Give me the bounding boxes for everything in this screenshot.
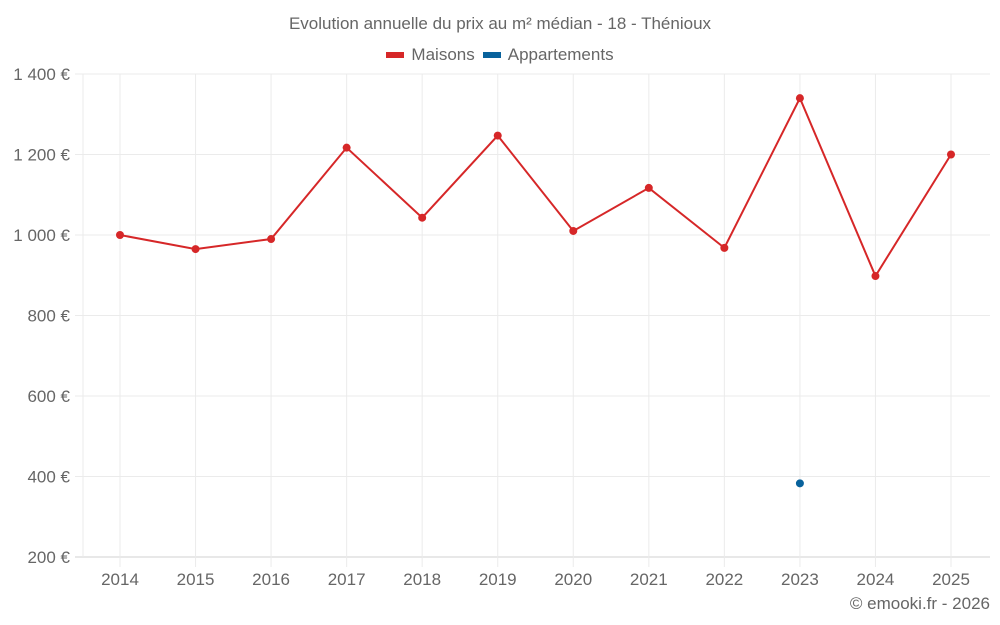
y-tick-label: 800 € <box>27 307 70 326</box>
x-tick-label: 2025 <box>932 570 970 589</box>
legend-swatch-appartements <box>482 52 501 58</box>
y-tick-label: 1 200 € <box>13 146 70 165</box>
y-tick-label: 200 € <box>27 548 70 567</box>
legend: Maisons Appartements <box>0 45 1000 65</box>
copyright: © emooki.fr - 2026 <box>849 594 990 613</box>
data-point-maisons[interactable] <box>267 235 276 244</box>
data-point-maisons[interactable] <box>493 131 502 140</box>
x-tick-label: 2016 <box>252 570 290 589</box>
legend-item-appartements[interactable]: Appartements <box>482 45 614 65</box>
x-tick-label: 2017 <box>328 570 366 589</box>
legend-label-maisons: Maisons <box>411 45 475 64</box>
data-point-maisons[interactable] <box>569 226 578 235</box>
data-point-maisons[interactable] <box>947 150 955 159</box>
data-point-maisons[interactable] <box>342 143 351 152</box>
x-tick-label: 2020 <box>554 570 592 589</box>
x-tick-label: 2015 <box>177 570 215 589</box>
x-tick-label: 2023 <box>781 570 819 589</box>
x-tick-label: 2022 <box>705 570 743 589</box>
legend-label-appartements: Appartements <box>507 45 614 64</box>
data-point-maisons[interactable] <box>720 243 729 252</box>
y-tick-label: 600 € <box>27 387 70 406</box>
data-point-maisons[interactable] <box>116 231 124 239</box>
y-tick-label: 400 € <box>27 468 70 487</box>
chart-title: Evolution annuelle du prix au m² médian … <box>288 14 712 33</box>
x-tick-label: 2024 <box>857 570 895 589</box>
x-tick-label: 2019 <box>479 570 517 589</box>
series-line-maisons <box>119 95 952 279</box>
x-tick-label: 2014 <box>101 570 139 589</box>
data-point-maisons[interactable] <box>795 94 804 103</box>
data-point-maisons[interactable] <box>191 245 200 254</box>
y-tick-label: 1 000 € <box>13 226 70 245</box>
x-tick-label: 2021 <box>630 570 668 589</box>
data-point-maisons[interactable] <box>871 272 880 281</box>
data-point-maisons[interactable] <box>644 183 653 192</box>
y-tick-label: 1 400 € <box>13 65 70 84</box>
legend-item-maisons[interactable]: Maisons <box>386 45 475 65</box>
data-point-maisons[interactable] <box>418 213 427 222</box>
data-point-appartements[interactable] <box>795 479 804 488</box>
x-tick-label: 2018 <box>403 570 441 589</box>
legend-swatch-maisons <box>386 52 405 58</box>
